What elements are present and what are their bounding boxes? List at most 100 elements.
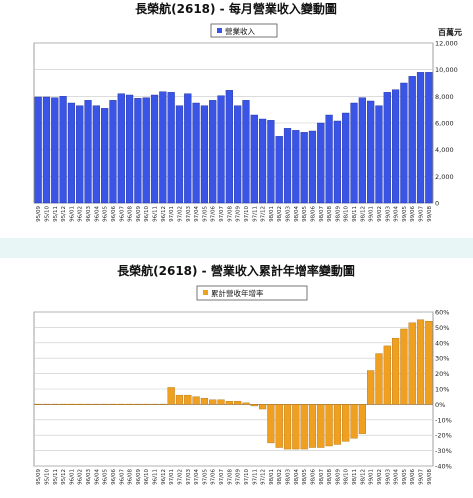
bar <box>117 403 125 405</box>
bar <box>400 82 408 204</box>
y-tick-label: -30% <box>435 447 452 455</box>
bar <box>391 89 400 204</box>
bar <box>34 96 42 204</box>
x-tick-label: 97/01 <box>169 469 175 485</box>
x-tick-label: 95/10 <box>44 469 50 485</box>
bar <box>125 94 134 204</box>
x-tick-label: 97/10 <box>244 206 250 222</box>
bar <box>42 403 51 405</box>
bar <box>51 403 59 405</box>
x-tick-label: 97/05 <box>202 206 208 222</box>
bar <box>333 120 342 204</box>
y-tick-label: 6,000 <box>435 120 454 128</box>
x-tick-label: 99/08 <box>427 469 433 485</box>
x-tick-label: 98/07 <box>319 469 325 485</box>
bar <box>76 403 84 405</box>
x-tick-label: 97/09 <box>236 206 242 222</box>
bar <box>192 396 200 405</box>
bar <box>317 404 325 448</box>
bar <box>275 404 283 448</box>
bar <box>34 403 42 405</box>
y-tick-label: 8,000 <box>435 93 454 101</box>
x-tick-label: 98/06 <box>310 206 316 222</box>
bar <box>134 403 142 405</box>
bar <box>317 122 325 204</box>
bar <box>367 370 375 405</box>
bar <box>425 321 433 405</box>
bar <box>234 105 242 204</box>
x-tick-label: 96/01 <box>69 206 75 222</box>
y-tick-label: 60% <box>435 309 449 317</box>
x-tick-label: 96/05 <box>103 206 109 222</box>
x-tick-label: 95/09 <box>36 469 42 485</box>
x-tick-label: 98/12 <box>360 469 366 485</box>
x-tick-label: 98/09 <box>335 206 341 222</box>
x-tick-label: 98/02 <box>277 206 283 222</box>
y-tick-label: 10% <box>435 386 449 394</box>
bar <box>425 72 433 204</box>
x-tick-label: 97/09 <box>236 469 242 485</box>
x-tick-label: 97/12 <box>261 469 267 485</box>
x-tick-label: 96/05 <box>103 469 109 485</box>
bar <box>59 403 67 405</box>
x-tick-label: 97/06 <box>211 206 217 222</box>
x-tick-label: 97/05 <box>202 469 208 485</box>
bar <box>109 403 117 405</box>
bar <box>42 96 51 204</box>
x-tick-label: 96/01 <box>69 469 75 485</box>
x-tick-label: 97/01 <box>169 206 175 222</box>
cumulative-growth-chart: 長榮航(2618) - 營業收入累計年增率變動圖 累計營收年增率 -40% -30… <box>33 263 452 485</box>
y-tick-label: 0 <box>435 200 439 208</box>
bar <box>283 128 292 204</box>
bar <box>101 108 109 204</box>
bar <box>125 403 134 405</box>
bar <box>109 100 117 204</box>
bar <box>342 404 350 442</box>
y-tick-label: 4,000 <box>435 146 454 154</box>
x-tick-label: 96/02 <box>78 206 84 222</box>
bar <box>67 102 76 204</box>
bar <box>184 394 192 405</box>
x-tick-label: 98/03 <box>286 469 292 485</box>
x-tick-label: 96/03 <box>86 469 92 485</box>
x-tick-label: 99/03 <box>385 469 391 485</box>
bar <box>367 100 375 204</box>
x-tick-label: 98/05 <box>302 206 308 222</box>
bar <box>225 90 233 204</box>
x-tick-label: 99/01 <box>369 469 375 485</box>
bar <box>275 136 283 204</box>
bar <box>350 102 358 204</box>
bar <box>150 94 159 204</box>
bar <box>258 118 267 204</box>
x-tick-label: 99/04 <box>394 469 400 485</box>
bar <box>142 97 150 204</box>
legend-label: 營業收入 <box>225 26 255 36</box>
bar <box>375 105 383 204</box>
bar <box>408 76 416 204</box>
x-tick-label: 96/08 <box>128 206 134 222</box>
legend-swatch <box>217 28 222 33</box>
bar <box>292 130 300 204</box>
bar <box>400 328 408 405</box>
bar <box>59 96 67 204</box>
x-tick-label: 97/06 <box>211 469 217 485</box>
legend: 營業收入 <box>210 23 278 38</box>
x-tick-label: 99/05 <box>402 206 408 222</box>
x-tick-label: 96/12 <box>161 469 167 485</box>
x-tick-label: 96/07 <box>119 206 125 222</box>
x-tick-label: 96/03 <box>86 206 92 222</box>
bar <box>358 404 366 434</box>
x-tick-label: 97/04 <box>194 206 200 222</box>
x-tick-label: 98/10 <box>344 469 350 485</box>
x-tick-label: 98/01 <box>269 469 275 485</box>
y-tick-label: 40% <box>435 339 449 347</box>
bar <box>267 120 275 204</box>
bar <box>217 399 225 405</box>
bar <box>416 72 425 204</box>
x-tick-label: 98/02 <box>277 469 283 485</box>
x-tick-label: 95/11 <box>53 469 59 485</box>
bar <box>250 404 258 407</box>
x-tick-label: 97/10 <box>244 469 250 485</box>
bar <box>167 387 175 405</box>
bar <box>408 322 416 405</box>
